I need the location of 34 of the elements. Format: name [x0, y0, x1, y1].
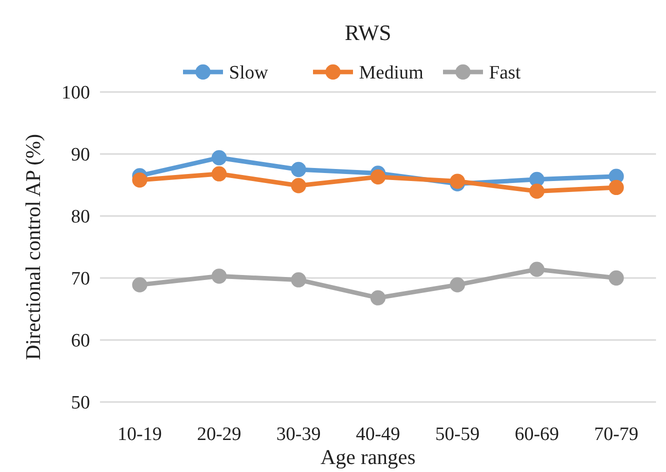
- legend-label: Fast: [489, 62, 522, 84]
- x-tick-label: 60-69: [514, 424, 560, 445]
- x-axis-title: Age ranges: [320, 445, 416, 469]
- point: [608, 180, 624, 196]
- chart-title: RWS: [344, 20, 392, 45]
- x-tick-label: 30-39: [276, 424, 321, 445]
- y-tick-label: 90: [71, 144, 90, 166]
- x-tick-label: 50-59: [435, 424, 480, 445]
- point: [370, 169, 386, 184]
- point: [132, 277, 148, 292]
- point: [212, 166, 227, 182]
- point: [450, 277, 465, 292]
- x-tick-label: 70-79: [594, 424, 638, 445]
- legend-label: Medium: [359, 62, 424, 84]
- point: [291, 162, 306, 178]
- point: [529, 184, 544, 199]
- point: [370, 290, 386, 306]
- point: [132, 172, 148, 188]
- y-tick-label: 60: [71, 330, 90, 352]
- point: [529, 262, 544, 277]
- y-tick-label: 100: [62, 82, 90, 104]
- x-tick-label: 40-49: [356, 424, 400, 445]
- y-tick-label: 70: [71, 268, 90, 290]
- point: [608, 270, 624, 286]
- x-tick-label: 20-29: [196, 424, 242, 445]
- x-tick-label: 10-19: [118, 424, 162, 445]
- y-axis-title: Directional control AP (%): [21, 134, 45, 360]
- point: [291, 178, 306, 194]
- point: [212, 268, 227, 284]
- y-tick-label: 80: [71, 206, 90, 228]
- legend-label: Slow: [229, 62, 268, 84]
- point: [212, 150, 227, 166]
- y-tick-label: 50: [71, 392, 90, 414]
- point: [291, 272, 306, 288]
